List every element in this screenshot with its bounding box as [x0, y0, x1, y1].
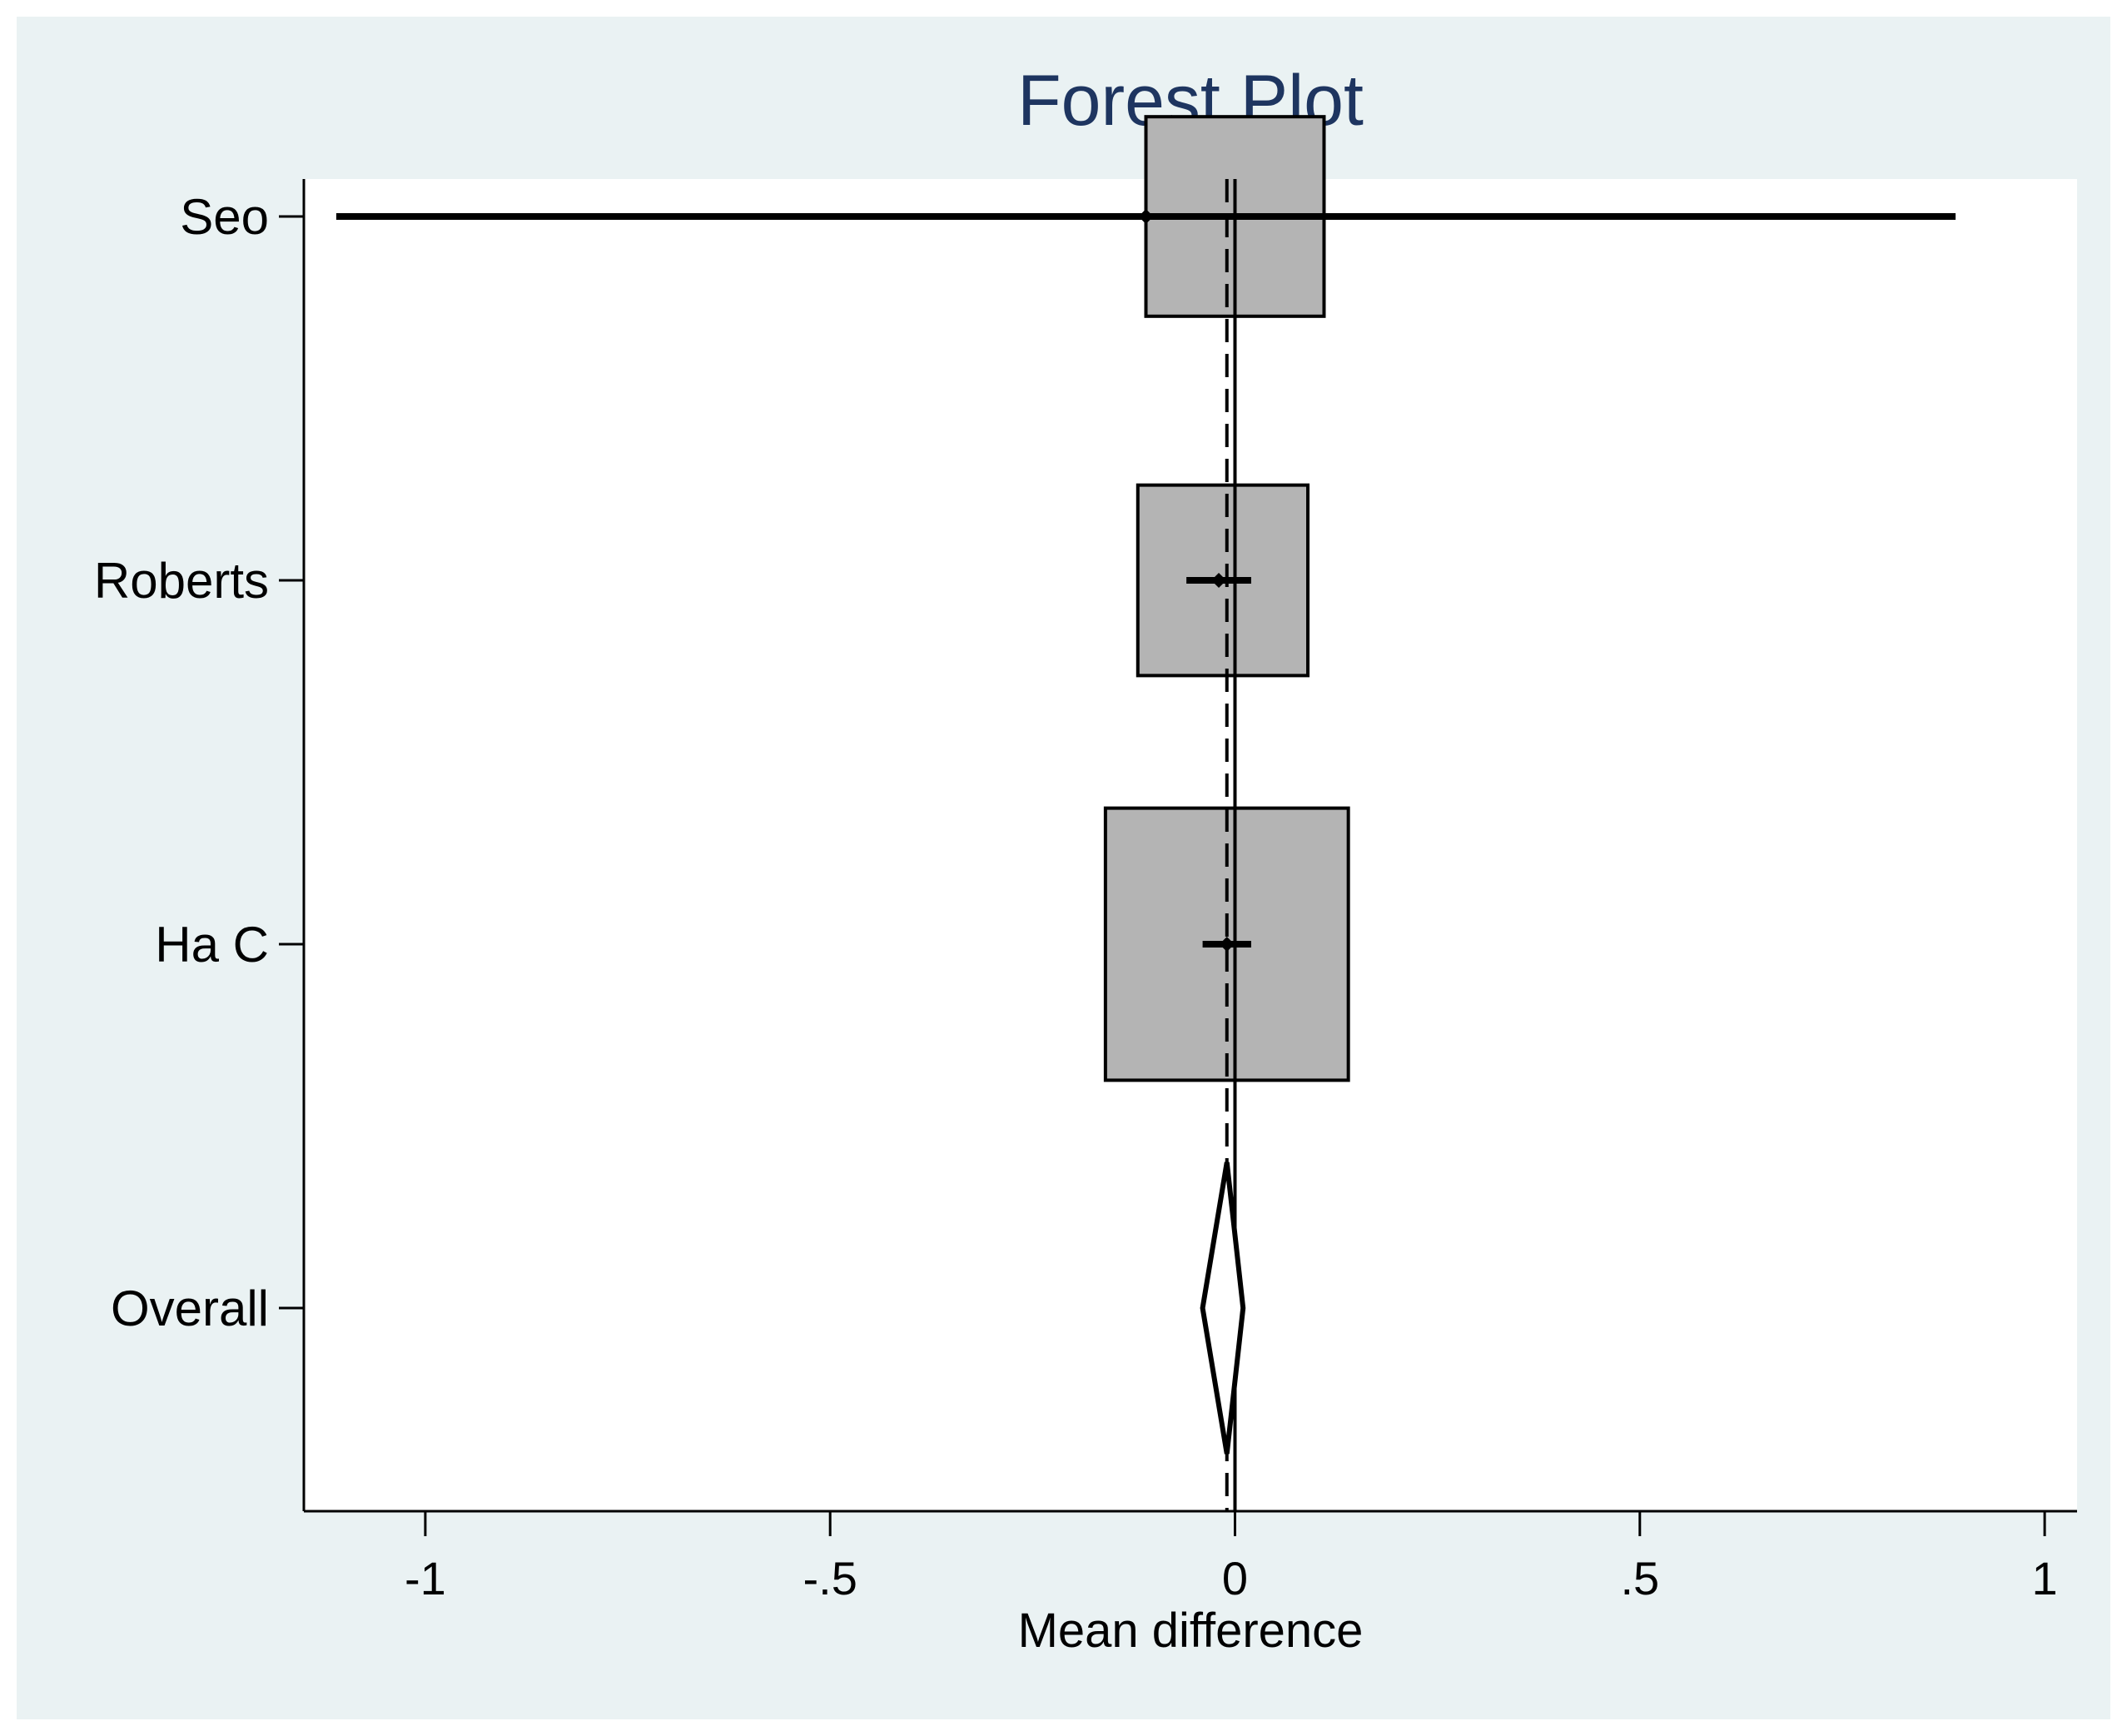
chart-background: Forest Plot -1 -.5 0.5 1 Seo Roberts Ha C Overa… — [17, 17, 2110, 1719]
point-estimate-ha-c — [1219, 937, 1235, 952]
overall-diamond — [1200, 1161, 1246, 1455]
y-category-label: Overall — [111, 1281, 269, 1336]
y-category-label: Roberts — [94, 553, 269, 609]
x-tick-label: -1 — [405, 1552, 446, 1604]
point-estimate-seo — [1138, 209, 1154, 224]
x-tick-label: -.5 — [803, 1552, 857, 1604]
y-category-label: Seo — [180, 189, 269, 245]
x-tick-label: 1 — [2032, 1552, 2058, 1604]
x-axis-label: Mean difference — [1018, 1604, 1364, 1658]
x-tick-label: 0 — [1222, 1552, 1248, 1604]
point-estimate-roberts — [1211, 573, 1227, 588]
y-category-label: Ha C — [155, 917, 269, 972]
x-tick-label: .5 — [1620, 1552, 1659, 1604]
